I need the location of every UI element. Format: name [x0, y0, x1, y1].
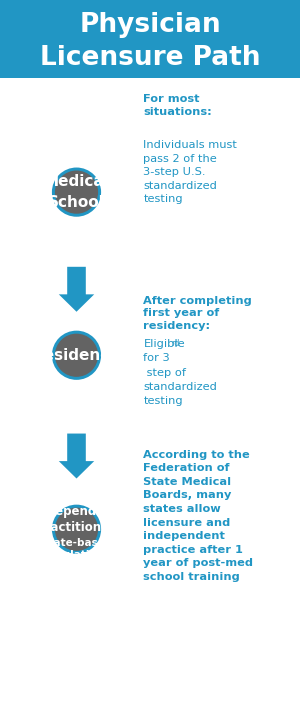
Ellipse shape — [52, 331, 101, 380]
Ellipse shape — [52, 505, 101, 554]
Text: School: School — [48, 195, 105, 210]
Ellipse shape — [52, 167, 101, 217]
Text: Independent: Independent — [34, 505, 119, 518]
Text: According to the
Federation of
State Medical
Boards, many
states allow
licensure: According to the Federation of State Med… — [143, 450, 254, 582]
Text: Eligible
for 3: Eligible for 3 — [143, 339, 185, 363]
Ellipse shape — [55, 170, 98, 214]
Text: Practitioner: Practitioner — [37, 521, 116, 534]
Text: step of
standardized
testing: step of standardized testing — [143, 368, 217, 405]
Ellipse shape — [55, 334, 98, 377]
Text: After completing
first year of
residency:: After completing first year of residency… — [143, 296, 252, 331]
Polygon shape — [59, 267, 94, 312]
Text: For most
situations:: For most situations: — [143, 94, 212, 117]
Text: Licensed: Licensed — [47, 489, 106, 502]
Text: Individuals must
pass 2 of the
3-step U.S.
standardized
testing: Individuals must pass 2 of the 3-step U.… — [143, 140, 237, 204]
Ellipse shape — [55, 507, 98, 551]
Text: rd: rd — [171, 339, 180, 348]
Text: Licensure Path: Licensure Path — [40, 45, 260, 71]
Text: State-based
regulations: State-based regulations — [41, 538, 112, 560]
FancyBboxPatch shape — [0, 0, 300, 78]
Text: Medical: Medical — [44, 175, 110, 189]
Text: Residency: Residency — [33, 348, 120, 362]
Polygon shape — [59, 434, 94, 478]
Text: Physician: Physician — [79, 12, 221, 38]
